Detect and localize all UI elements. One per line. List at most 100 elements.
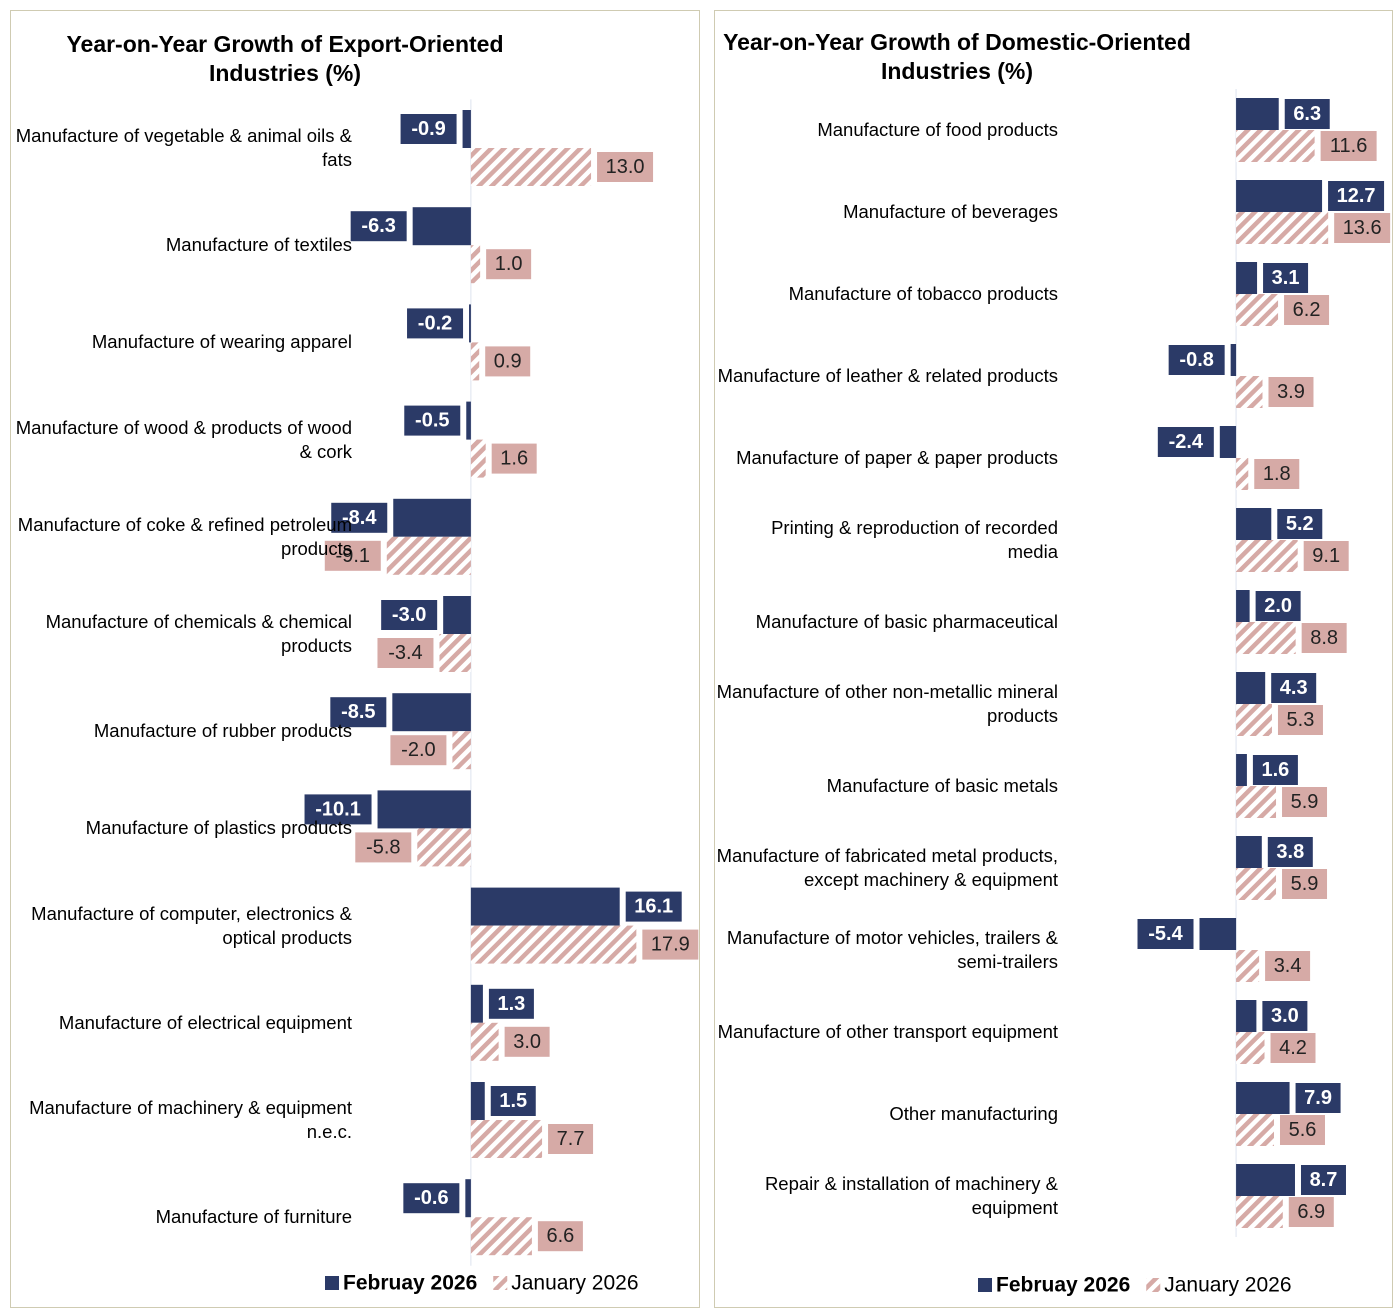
data-label-box bbox=[1271, 673, 1317, 703]
category-label: Manufacture of electrical equipment bbox=[58, 1011, 352, 1033]
category-label: Other manufacturing bbox=[889, 1103, 1058, 1124]
bar bbox=[1236, 1114, 1274, 1146]
data-label: 6.6 bbox=[546, 1225, 574, 1247]
data-label-box bbox=[324, 540, 381, 571]
data-label-box bbox=[1267, 837, 1313, 867]
bar bbox=[1236, 704, 1272, 736]
data-label: 3.0 bbox=[513, 1031, 541, 1053]
data-label-box bbox=[1288, 1197, 1334, 1227]
data-label-box bbox=[407, 308, 464, 339]
data-label-box bbox=[1279, 1115, 1325, 1145]
data-label-box bbox=[1284, 99, 1330, 129]
data-label: 12.7 bbox=[1337, 185, 1376, 207]
data-label: 8.7 bbox=[1310, 1169, 1338, 1191]
category-label: Manufacture of motor vehicles, trailers … bbox=[726, 927, 1058, 972]
data-label: 1.6 bbox=[500, 448, 528, 470]
data-label-box bbox=[400, 114, 457, 144]
legend-swatch bbox=[493, 1276, 508, 1290]
bar bbox=[462, 110, 471, 148]
data-label-box bbox=[403, 1183, 460, 1214]
data-label-box bbox=[1254, 459, 1300, 489]
bar bbox=[412, 207, 471, 246]
data-label-box bbox=[1268, 377, 1314, 407]
category-label: Manufacture of basic metals bbox=[826, 775, 1058, 796]
data-label-box bbox=[1300, 1165, 1346, 1195]
panel bbox=[10, 10, 700, 1308]
bar bbox=[1236, 98, 1279, 130]
category-label: Manufacture of tobacco products bbox=[788, 283, 1058, 304]
data-label-box bbox=[1270, 1033, 1316, 1063]
bar bbox=[1199, 918, 1237, 950]
data-label: 3.0 bbox=[1271, 1005, 1299, 1027]
category-label: Manufacture of vegetable & animal oils &… bbox=[15, 125, 352, 170]
data-label-box bbox=[1168, 345, 1225, 375]
data-label-box bbox=[537, 1221, 583, 1252]
data-label: 1.0 bbox=[495, 253, 523, 275]
legend-swatch bbox=[978, 1278, 992, 1292]
category-label: Manufacture of wood & products of wood &… bbox=[15, 416, 352, 462]
data-label: -0.8 bbox=[1179, 349, 1213, 371]
data-label-box bbox=[1255, 591, 1301, 621]
data-label-box bbox=[350, 211, 407, 242]
data-label: -3.4 bbox=[388, 642, 422, 664]
data-label: 6.9 bbox=[1297, 1201, 1325, 1223]
data-label: 8.8 bbox=[1310, 627, 1338, 649]
category-label: Manufacture of fabricated metal products… bbox=[716, 845, 1058, 890]
category-label: Manufacture of wearing apparel bbox=[91, 331, 352, 353]
bar bbox=[377, 790, 471, 829]
bar bbox=[466, 401, 471, 440]
data-label-box bbox=[390, 735, 447, 766]
bar bbox=[1236, 508, 1272, 540]
data-label: 5.3 bbox=[1287, 709, 1315, 731]
category-label: Manufacture of food products bbox=[817, 119, 1058, 140]
data-label: 11.6 bbox=[1330, 135, 1367, 157]
category-label: Manufacture of other non-metallic minera… bbox=[716, 681, 1058, 726]
bar bbox=[417, 828, 471, 867]
data-label-box bbox=[1334, 213, 1391, 243]
bar bbox=[1230, 344, 1237, 376]
legend-label: Februay 2026 bbox=[996, 1274, 1130, 1297]
data-label-box bbox=[1262, 1001, 1308, 1031]
category-label: Manufacture of coke & refined petroleum … bbox=[17, 513, 352, 559]
data-label: -2.0 bbox=[401, 739, 435, 761]
category-label: Manufacture of computer, electronics & o… bbox=[31, 902, 352, 948]
data-label: 5.2 bbox=[1286, 513, 1314, 535]
data-label: -6.3 bbox=[361, 215, 395, 237]
bar bbox=[1236, 754, 1247, 786]
data-label-box bbox=[1282, 869, 1328, 899]
bar bbox=[465, 1179, 471, 1218]
bar bbox=[1236, 376, 1263, 408]
data-label: -8.4 bbox=[342, 507, 377, 529]
data-label-box bbox=[330, 697, 387, 728]
bar bbox=[1236, 1000, 1257, 1032]
legend-label: January 2026 bbox=[1164, 1274, 1291, 1297]
bar bbox=[470, 887, 620, 926]
bar bbox=[470, 439, 486, 478]
data-label: 1.5 bbox=[499, 1090, 527, 1112]
bar bbox=[470, 1120, 543, 1158]
data-label: 2.0 bbox=[1264, 595, 1292, 617]
data-label: 3.4 bbox=[1274, 955, 1302, 977]
bar bbox=[470, 1217, 532, 1256]
data-label-box bbox=[504, 1026, 550, 1057]
data-label-box bbox=[1137, 919, 1194, 949]
category-label: Manufacture of rubber products bbox=[93, 720, 352, 742]
data-label: 3.9 bbox=[1277, 381, 1305, 403]
category-label: Printing & reproduction of recorded medi… bbox=[771, 517, 1058, 562]
bar bbox=[1236, 786, 1277, 818]
category-label: Manufacture of beverages bbox=[843, 201, 1058, 222]
data-label-box bbox=[1301, 623, 1347, 653]
data-label-box bbox=[486, 249, 532, 280]
category-label: Repair & installation of machinery & equ… bbox=[764, 1173, 1058, 1218]
data-label: 5.6 bbox=[1289, 1119, 1317, 1141]
data-label: 5.9 bbox=[1291, 791, 1319, 813]
bar bbox=[386, 536, 471, 575]
data-label: -0.5 bbox=[415, 410, 449, 432]
data-label-box bbox=[491, 443, 537, 474]
data-label-box bbox=[597, 152, 654, 182]
data-label: 9.1 bbox=[1312, 545, 1340, 567]
data-label-box bbox=[1157, 427, 1214, 457]
data-label: -0.6 bbox=[414, 1187, 448, 1209]
category-label: Manufacture of furniture bbox=[155, 1206, 352, 1228]
